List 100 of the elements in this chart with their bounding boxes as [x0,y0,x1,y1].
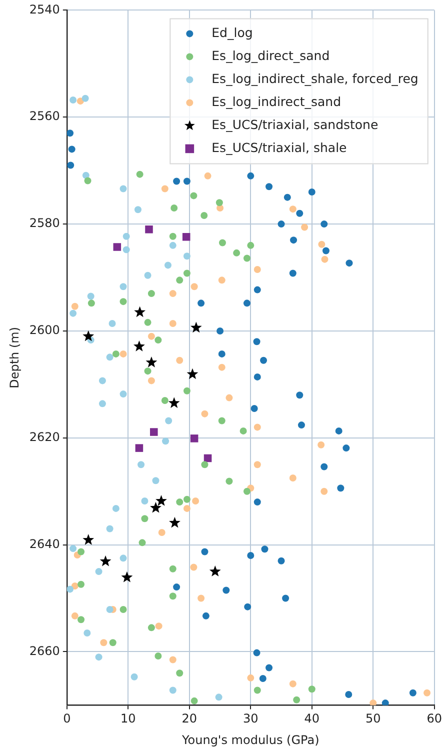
point [259,674,266,682]
point [409,689,416,696]
point [78,548,85,556]
point [173,178,180,185]
point [346,260,353,267]
point [70,545,77,552]
point [148,290,155,298]
y-axis-title: Depth (m) [7,326,22,388]
point [198,300,205,307]
point [335,427,342,434]
point [176,276,184,284]
point [84,177,92,184]
point [266,183,273,190]
point [424,689,431,696]
point [120,606,127,614]
point [98,400,106,408]
x-tick-label: 20 [182,712,198,726]
point [202,612,210,620]
point [162,438,170,445]
point [282,594,290,602]
point [87,292,94,300]
legend-label: Ed_log [212,24,253,40]
point [382,700,389,706]
point [247,242,254,249]
point [141,497,148,504]
point [320,488,328,495]
point [120,350,127,358]
point [370,700,377,706]
point [169,686,176,694]
point [253,338,260,346]
point [289,270,296,277]
point [243,300,250,307]
point [134,206,142,214]
point [289,474,296,482]
point [148,624,155,632]
point [169,516,180,528]
point [254,461,261,468]
point [254,266,261,273]
point [222,586,230,594]
point [95,568,102,576]
legend-label: Es_log_direct_sand [212,48,330,63]
point [150,428,158,436]
point [244,603,252,610]
point [134,306,146,318]
point [190,322,202,333]
point [190,192,198,200]
point [109,639,116,646]
point [161,396,168,404]
point [168,397,180,408]
point [254,686,261,694]
y-tick-label: 2660 [29,644,60,658]
point [98,377,106,384]
point [266,664,273,672]
point [322,247,330,254]
point [183,496,190,503]
x-tick-label: 60 [426,712,442,726]
point [243,488,250,495]
point [215,694,222,701]
point [136,170,144,178]
point [345,691,352,698]
point [120,390,127,398]
point [173,584,180,591]
point [308,188,316,196]
point [150,502,162,513]
point [192,497,200,504]
point [120,185,127,192]
legend-label: Es_UCS/triaxial, shale [212,140,348,155]
point [152,477,160,484]
x-axis-title: Young's modulus (GPa) [181,732,320,747]
point [148,332,155,340]
point [254,373,261,380]
point [113,243,122,251]
point [190,697,198,704]
point [301,224,308,231]
point [296,210,304,217]
point [226,394,233,402]
point [183,270,190,277]
point [253,649,260,656]
point [183,504,190,512]
point [337,484,344,492]
point [261,546,268,553]
point [289,680,296,688]
point [66,130,74,137]
point [209,566,221,576]
x-tick-label: 0 [63,712,71,726]
point [158,529,166,536]
point [154,652,162,660]
point [186,368,198,380]
point [233,249,240,256]
point [170,204,178,212]
point [169,232,176,240]
point [190,564,198,571]
y-tick-label: 2620 [29,430,60,444]
point [144,318,152,326]
point [216,327,224,334]
point [183,252,190,260]
point [78,616,85,624]
point [164,262,172,269]
point [204,172,212,180]
point [138,539,146,546]
